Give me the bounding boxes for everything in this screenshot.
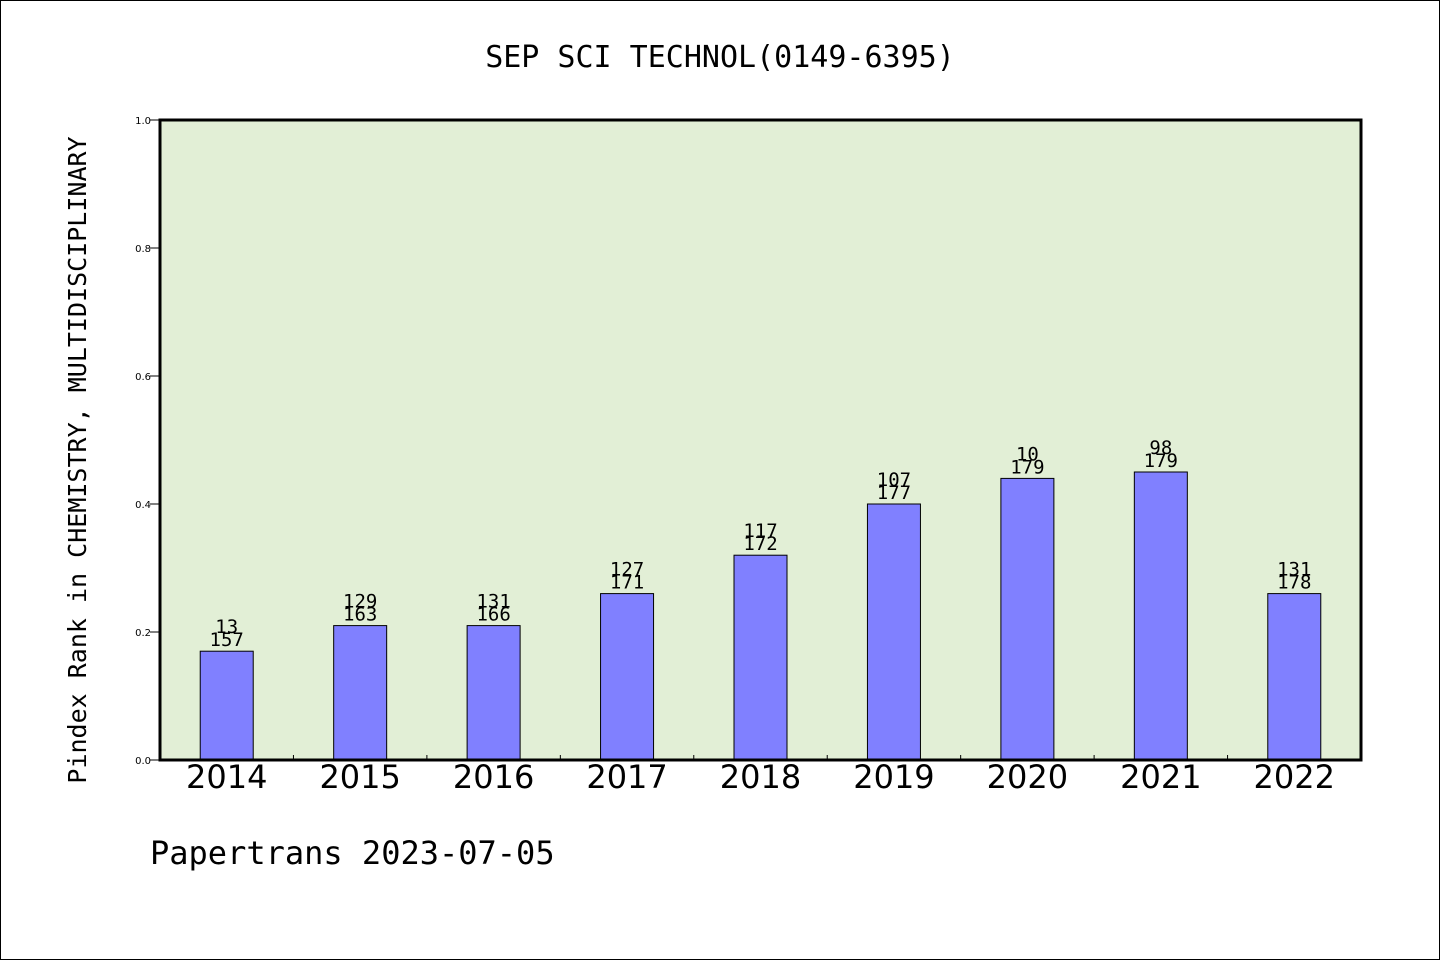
- bar: [866, 503, 921, 761]
- bar-rank-label: 98: [1149, 437, 1172, 459]
- y-axis: 0.0 0.2 0.4 0.6 0.8 1.0: [135, 116, 160, 767]
- y-tick-label: 0.2: [135, 628, 151, 639]
- bar: [466, 625, 521, 761]
- bar-total-label: 163: [343, 604, 377, 626]
- chart-title: SEP SCI TECHNOL(0149-6395): [485, 40, 955, 75]
- bar-rank-label: 131: [476, 591, 510, 613]
- x-tick-label: 2016: [453, 758, 534, 796]
- y-tick-label: 0.8: [135, 244, 151, 255]
- bar: [733, 554, 788, 761]
- x-axis: 2014 2015 2016 2017 2018 2019 2020 2021 2022: [186, 755, 1335, 796]
- plot-border: [158, 118, 1363, 762]
- bar-total-label: 172: [743, 533, 777, 555]
- bar: [199, 650, 254, 761]
- bar-total-label: 179: [1144, 450, 1178, 472]
- y-tick-label: 0.0: [135, 756, 151, 767]
- bar-total-label: 157: [210, 629, 244, 651]
- y-axis-label: Pindex Rank in CHEMISTRY, MULTIDISCIPLIN…: [63, 136, 92, 783]
- footer-source-date: Papertrans 2023-07-05: [150, 834, 555, 872]
- bar: [600, 593, 655, 761]
- bar: [1267, 593, 1322, 761]
- x-tick-label: 2015: [319, 758, 400, 796]
- x-tick-label: 2017: [586, 758, 667, 796]
- y-tick-label: 0.6: [135, 372, 151, 383]
- bar-total-label: 177: [877, 482, 911, 504]
- bar: [1000, 477, 1055, 761]
- bar-rank-label: 131: [1277, 559, 1311, 581]
- y-tick-label: 0.4: [135, 500, 151, 511]
- bar-annotations: 1315712916313116612717111717210717710179…: [210, 437, 1312, 651]
- bar: [1133, 471, 1188, 761]
- bar-total-label: 179: [1010, 456, 1044, 478]
- bar-total-label: 178: [1277, 572, 1311, 594]
- bar-rank-label: 13: [215, 616, 238, 638]
- bar-series: [199, 471, 1322, 761]
- x-tick-label: 2014: [186, 758, 267, 796]
- bar-rank-label: 10: [1016, 443, 1039, 465]
- x-tick-label: 2022: [1254, 758, 1335, 796]
- bar-total-label: 171: [610, 572, 644, 594]
- bar: [333, 625, 388, 761]
- x-tick-label: 2021: [1120, 758, 1201, 796]
- bar-rank-label: 129: [343, 591, 377, 613]
- bar-rank-label: 117: [743, 520, 777, 542]
- y-tick-label: 1.0: [135, 116, 151, 127]
- bar-rank-label: 107: [877, 469, 911, 491]
- x-tick-label: 2019: [853, 758, 934, 796]
- x-tick-label: 2018: [720, 758, 801, 796]
- bar-total-label: 166: [476, 604, 510, 626]
- bar-rank-label: 127: [610, 559, 644, 581]
- x-tick-label: 2020: [987, 758, 1068, 796]
